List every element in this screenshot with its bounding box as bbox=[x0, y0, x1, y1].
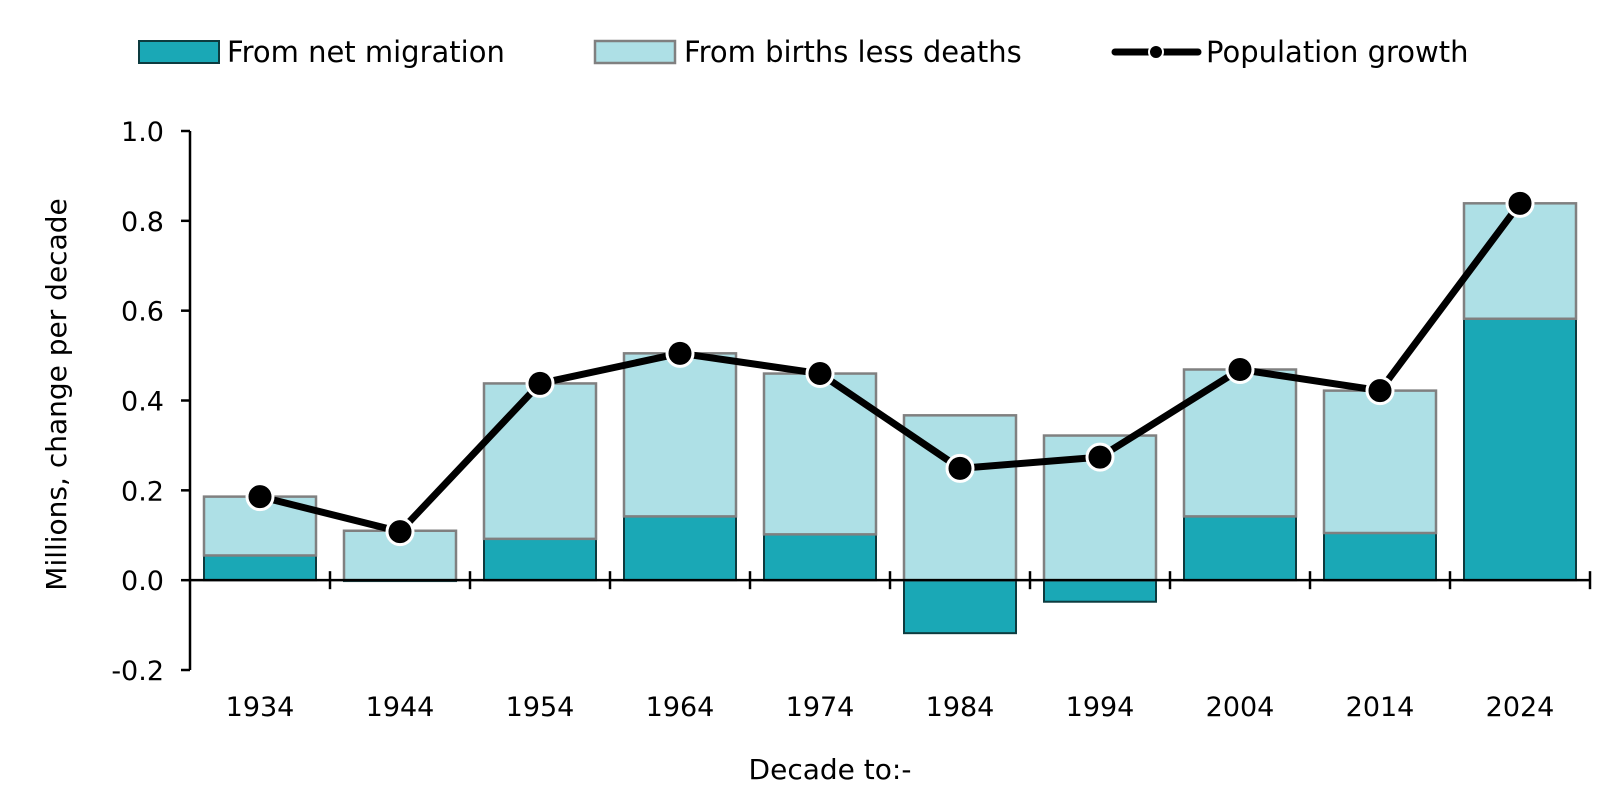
y-tick-label: 0.6 bbox=[121, 297, 164, 328]
x-tick-label-2024: 2024 bbox=[1486, 692, 1555, 723]
y-tick-label: 0.8 bbox=[121, 207, 164, 238]
legend-label-net-migration: From net migration bbox=[227, 35, 505, 69]
y-tick-label: -0.2 bbox=[111, 656, 164, 687]
y-axis-title: Millions, change per decade bbox=[40, 198, 73, 590]
bar-net-migration-1974 bbox=[763, 533, 877, 582]
x-axis-title: Decade to:- bbox=[749, 753, 912, 786]
population-growth-point-1944 bbox=[385, 517, 415, 547]
population-growth-point-1994 bbox=[1085, 442, 1115, 472]
x-tick-label-1934: 1934 bbox=[226, 692, 295, 723]
population-growth-point-1984 bbox=[945, 453, 975, 483]
y-tick-label: 0.0 bbox=[121, 566, 164, 597]
bar-net-migration-1964 bbox=[623, 515, 737, 582]
legend-label-births-less-deaths: From births less deaths bbox=[684, 35, 1022, 69]
x-tick-label-1994: 1994 bbox=[1066, 692, 1135, 723]
population-growth-point-2014 bbox=[1365, 376, 1395, 406]
axes-layer: -0.2 0.0 0.2 0.4 0.6 0.8 1.0 1934 1944 1954 1964 19… bbox=[111, 117, 1592, 723]
population-growth-point-1934 bbox=[245, 482, 275, 512]
legend: From net migration From births less death… bbox=[138, 35, 1469, 69]
population-growth-point-1954 bbox=[525, 368, 555, 398]
bar-net-migration-1994 bbox=[1043, 579, 1157, 603]
population-growth-point-2004 bbox=[1225, 355, 1255, 385]
labels-layer: Decade to:- Millions, change per decade bbox=[40, 198, 911, 786]
legend-swatch-births-less-deaths bbox=[593, 39, 677, 65]
y-tick-label: 1.0 bbox=[121, 117, 164, 148]
x-tick-label-1984: 1984 bbox=[926, 692, 995, 723]
x-tick-label-2004: 2004 bbox=[1206, 692, 1275, 723]
bar-births-less-deaths-2024 bbox=[1462, 202, 1578, 321]
bar-net-migration-1954 bbox=[483, 537, 597, 582]
x-tick-label-1964: 1964 bbox=[646, 692, 715, 723]
bar-net-migration-2024 bbox=[1463, 317, 1577, 582]
x-tick-label-1974: 1974 bbox=[786, 692, 855, 723]
legend-marker-population-growth bbox=[1148, 44, 1164, 60]
bar-births-less-deaths-1964 bbox=[622, 352, 738, 518]
x-tick-label-1944: 1944 bbox=[366, 692, 435, 723]
line-layer bbox=[245, 188, 1535, 547]
bar-births-less-deaths-1954 bbox=[482, 382, 598, 541]
bar-net-migration-1934 bbox=[203, 554, 317, 582]
legend-swatch-net-migration bbox=[138, 40, 220, 64]
bar-births-less-deaths-2014 bbox=[1322, 389, 1438, 535]
legend-label-population-growth: Population growth bbox=[1206, 35, 1469, 69]
bar-net-migration-2004 bbox=[1183, 515, 1297, 582]
population-growth-point-1964 bbox=[665, 338, 695, 368]
bar-net-migration-2014 bbox=[1323, 532, 1437, 582]
population-growth-line bbox=[256, 199, 1524, 536]
y-tick-label: 0.4 bbox=[121, 387, 164, 418]
population-growth-point-2024 bbox=[1505, 188, 1535, 218]
population-growth-point-1974 bbox=[805, 359, 835, 389]
bar-net-migration-1984 bbox=[903, 579, 1017, 635]
y-tick-label: 0.2 bbox=[121, 476, 164, 507]
x-tick-label-1954: 1954 bbox=[506, 692, 575, 723]
x-tick-label-2014: 2014 bbox=[1346, 692, 1415, 723]
